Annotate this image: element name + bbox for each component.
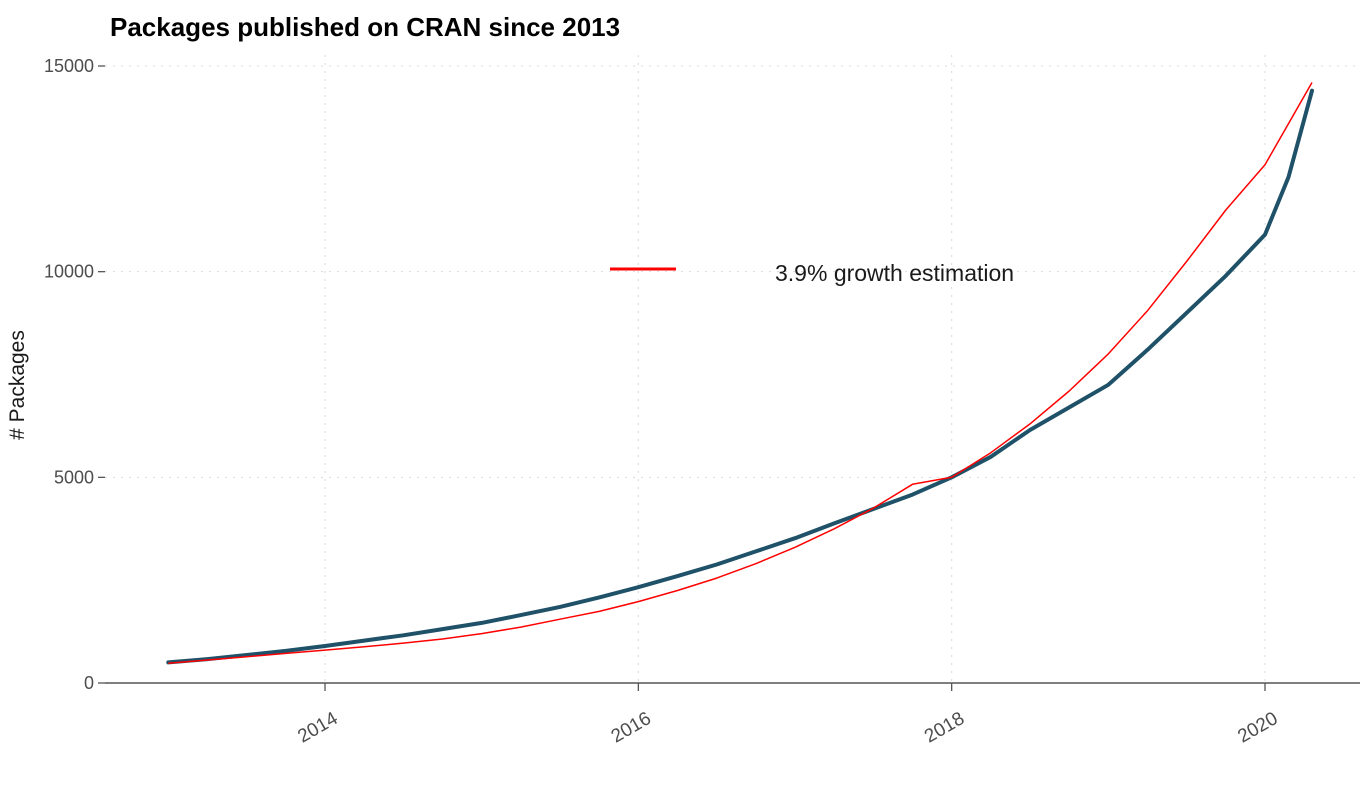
x-tick-label: 2016 [608,708,655,747]
x-tick-label: 2020 [1234,708,1281,747]
chart-title: Packages published on CRAN since 2013 [110,12,621,42]
x-tick-label: 2018 [921,708,968,747]
series-line-growth-estimation [168,82,1313,665]
x-tick-label: 2014 [294,708,341,748]
y-tick-label: 10000 [44,262,94,282]
legend-label-growth-estimation: 3.9% growth estimation [775,260,1014,286]
series-line-packages [166,88,1314,665]
y-tick-label: 0 [84,673,94,693]
y-tick-label: 15000 [44,56,94,76]
y-tick-label: 5000 [54,467,94,487]
